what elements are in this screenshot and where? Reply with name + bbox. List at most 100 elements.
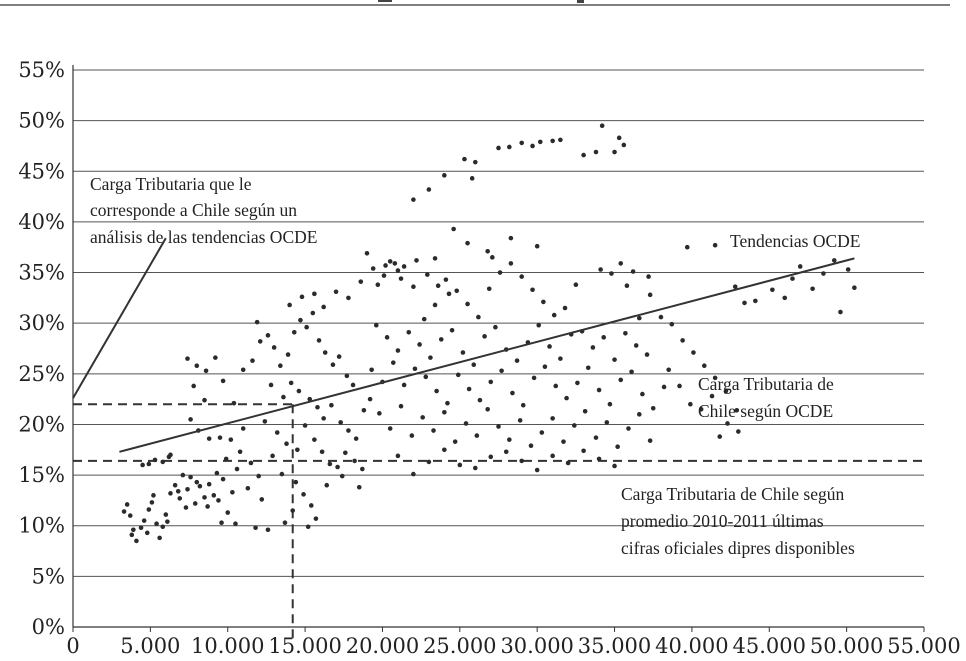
y-tick-label: 40% bbox=[18, 210, 65, 234]
data-point bbox=[471, 362, 477, 368]
data-point bbox=[265, 527, 271, 533]
data-point bbox=[228, 437, 234, 442]
data-point bbox=[455, 372, 461, 378]
data-point bbox=[197, 483, 203, 489]
data-point bbox=[124, 502, 130, 507]
data-point bbox=[344, 373, 350, 379]
data-point bbox=[288, 380, 294, 386]
pointer-label-line3: análisis de las tendencias OCDE bbox=[90, 227, 317, 247]
data-point bbox=[175, 488, 181, 494]
data-point bbox=[612, 357, 617, 362]
data-point bbox=[240, 367, 246, 373]
data-point bbox=[466, 386, 472, 392]
data-point bbox=[596, 387, 602, 393]
oecd-label-line2: Chile según OCDE bbox=[698, 401, 833, 421]
data-point bbox=[425, 272, 430, 277]
data-point bbox=[581, 152, 586, 158]
data-point bbox=[542, 364, 548, 370]
data-point bbox=[503, 449, 509, 455]
data-point bbox=[514, 358, 520, 363]
pointer-line bbox=[72, 237, 167, 399]
data-point bbox=[154, 521, 159, 527]
data-point bbox=[205, 504, 210, 509]
data-point bbox=[553, 383, 559, 389]
data-point bbox=[640, 391, 645, 397]
axes bbox=[72, 65, 925, 632]
data-point bbox=[219, 520, 224, 525]
data-point bbox=[257, 339, 263, 344]
data-point bbox=[327, 461, 333, 467]
data-point bbox=[474, 433, 480, 438]
data-point bbox=[528, 443, 534, 449]
data-point bbox=[615, 444, 620, 450]
data-point bbox=[312, 437, 317, 442]
data-point bbox=[250, 358, 255, 363]
data-point bbox=[395, 348, 401, 353]
data-point bbox=[268, 382, 274, 388]
data-point bbox=[426, 459, 432, 465]
data-point bbox=[138, 525, 144, 531]
data-point bbox=[308, 503, 314, 508]
data-point bbox=[753, 298, 758, 304]
data-point bbox=[146, 507, 152, 512]
data-point bbox=[421, 316, 427, 322]
official-label-line3: cifras oficiales dipres disponibles bbox=[621, 538, 855, 558]
data-point bbox=[550, 453, 555, 459]
data-point bbox=[732, 284, 738, 290]
data-point bbox=[168, 491, 173, 496]
x-tick-label: 30.000 bbox=[500, 634, 573, 658]
data-point bbox=[180, 472, 186, 478]
data-point bbox=[330, 362, 336, 368]
data-point bbox=[281, 394, 286, 400]
data-point bbox=[231, 400, 237, 406]
official-label-line2: promedio 2010-2011 últimas bbox=[621, 511, 824, 531]
data-point bbox=[531, 375, 537, 381]
data-point bbox=[151, 493, 156, 498]
data-point bbox=[329, 402, 334, 408]
data-point bbox=[558, 356, 563, 361]
data-point bbox=[346, 428, 351, 433]
data-point bbox=[160, 459, 166, 465]
y-tick-label: 45% bbox=[18, 159, 65, 183]
data-point bbox=[838, 309, 843, 315]
data-point bbox=[541, 299, 546, 305]
data-point bbox=[582, 408, 588, 414]
data-point bbox=[194, 363, 200, 369]
data-point bbox=[585, 365, 591, 371]
data-point bbox=[530, 287, 535, 293]
data-point bbox=[141, 518, 147, 523]
data-point bbox=[381, 273, 387, 278]
data-point bbox=[442, 410, 447, 415]
data-point bbox=[307, 396, 313, 402]
data-point bbox=[677, 383, 682, 389]
data-point bbox=[192, 501, 198, 506]
data-point bbox=[691, 350, 696, 355]
data-point bbox=[194, 479, 200, 485]
data-point bbox=[395, 268, 401, 273]
data-point bbox=[616, 135, 622, 141]
x-tick-label: 40.000 bbox=[655, 634, 728, 658]
data-point bbox=[497, 270, 503, 275]
data-point bbox=[463, 421, 469, 426]
data-point bbox=[644, 352, 650, 357]
data-point bbox=[206, 481, 212, 487]
data-point bbox=[304, 324, 309, 330]
data-point bbox=[248, 460, 254, 466]
data-point bbox=[658, 314, 664, 320]
data-point bbox=[333, 289, 339, 295]
data-point bbox=[451, 226, 456, 232]
data-point bbox=[157, 535, 162, 541]
data-point bbox=[562, 305, 568, 311]
data-point bbox=[356, 484, 362, 490]
data-point bbox=[790, 276, 795, 281]
data-point bbox=[519, 140, 525, 146]
y-tick-label: 20% bbox=[18, 412, 65, 436]
data-point bbox=[411, 284, 416, 290]
reference-lines bbox=[73, 403, 924, 641]
data-point bbox=[392, 261, 398, 266]
data-point bbox=[612, 463, 617, 469]
data-point bbox=[206, 436, 212, 441]
data-point bbox=[435, 283, 441, 289]
data-point bbox=[223, 456, 229, 462]
data-point bbox=[346, 295, 351, 301]
